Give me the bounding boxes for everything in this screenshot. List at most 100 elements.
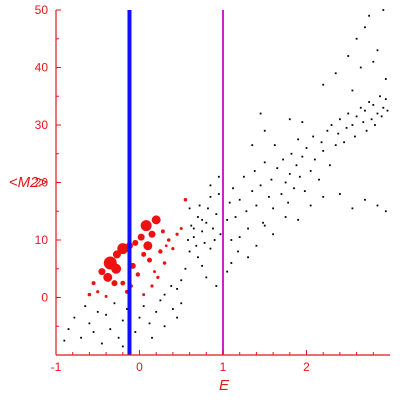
data-point xyxy=(188,207,191,210)
data-point xyxy=(297,138,300,141)
data-point xyxy=(166,238,171,242)
data-point xyxy=(255,244,258,247)
data-point xyxy=(347,55,350,57)
data-point xyxy=(109,328,112,331)
data-point xyxy=(226,218,229,221)
data-point xyxy=(247,227,249,230)
data-point xyxy=(298,175,301,178)
data-point xyxy=(171,247,175,251)
data-point xyxy=(134,331,137,333)
data-point xyxy=(301,155,304,158)
x-tick-label: 2 xyxy=(303,360,310,374)
data-point xyxy=(237,250,239,253)
y-tick-label: 40 xyxy=(35,61,49,75)
data-point xyxy=(226,270,229,273)
data-point xyxy=(384,210,387,213)
data-point xyxy=(347,112,350,115)
data-point xyxy=(272,207,274,210)
data-point xyxy=(365,129,368,132)
data-point xyxy=(96,290,100,294)
data-point xyxy=(183,197,188,202)
data-point xyxy=(386,109,389,112)
data-point xyxy=(345,126,348,129)
data-point xyxy=(80,336,82,339)
data-point xyxy=(359,106,362,109)
data-point xyxy=(273,144,276,147)
data-point xyxy=(111,280,118,287)
data-point xyxy=(379,95,381,98)
y-tick-label: 10 xyxy=(35,233,49,247)
data-point xyxy=(309,204,312,207)
data-point xyxy=(105,313,107,316)
ticks: 0 10 20 30 40 50 -1 0 1 2 xyxy=(35,3,374,374)
data-point xyxy=(205,276,208,279)
data-point xyxy=(364,198,366,201)
data-point xyxy=(219,233,222,236)
data-point xyxy=(103,272,113,282)
data-point xyxy=(376,49,379,52)
data-point xyxy=(201,264,204,267)
data-point xyxy=(330,124,333,126)
data-point xyxy=(230,262,233,264)
data-point xyxy=(284,216,287,218)
data-point xyxy=(67,328,70,331)
x-axis-label: E xyxy=(219,377,230,394)
data-point xyxy=(197,256,199,259)
data-point xyxy=(113,302,116,305)
data-point xyxy=(170,285,173,287)
data-point xyxy=(368,14,371,17)
data-point xyxy=(280,193,283,195)
data-point xyxy=(158,249,163,254)
y-tick-label: 30 xyxy=(35,118,49,132)
data-point xyxy=(276,167,279,170)
data-point xyxy=(245,210,248,213)
data-point xyxy=(238,198,241,201)
data-point xyxy=(148,230,156,238)
data-point xyxy=(255,204,258,207)
data-point xyxy=(251,144,254,147)
data-point xyxy=(263,224,266,227)
data-point xyxy=(140,220,152,232)
data-point xyxy=(322,83,325,86)
x-tick-label: 1 xyxy=(220,360,227,374)
data-point xyxy=(339,118,341,121)
data-point xyxy=(197,216,199,218)
data-point xyxy=(141,251,147,257)
data-point xyxy=(172,308,174,310)
data-point xyxy=(288,118,291,121)
data-point xyxy=(163,293,166,296)
data-point xyxy=(215,285,218,287)
data-point xyxy=(334,144,337,147)
data-point xyxy=(91,281,96,286)
data-point xyxy=(380,115,383,118)
data-point xyxy=(215,213,218,216)
data-point xyxy=(339,193,341,195)
data-point xyxy=(104,294,108,298)
data-point xyxy=(337,132,340,135)
data-point xyxy=(209,195,212,198)
data-point xyxy=(364,26,366,29)
data-point xyxy=(117,336,120,339)
data-point xyxy=(301,121,304,124)
data-point xyxy=(207,207,209,210)
data-point xyxy=(354,135,356,138)
data-point xyxy=(209,247,212,250)
data-point xyxy=(98,268,106,276)
data-point xyxy=(203,241,206,244)
data-point xyxy=(382,9,385,11)
data-point xyxy=(309,170,312,172)
data-point xyxy=(217,193,220,195)
y-axis-label: <M2> xyxy=(9,174,48,191)
data-point xyxy=(101,342,103,345)
data-point xyxy=(305,147,308,149)
data-point xyxy=(263,129,266,132)
data-points xyxy=(63,9,389,348)
data-point xyxy=(288,172,291,175)
data-point xyxy=(326,129,329,132)
data-point xyxy=(184,267,187,270)
data-point xyxy=(384,78,387,80)
data-point xyxy=(253,170,256,172)
data-point xyxy=(150,284,154,288)
data-point xyxy=(126,308,128,310)
